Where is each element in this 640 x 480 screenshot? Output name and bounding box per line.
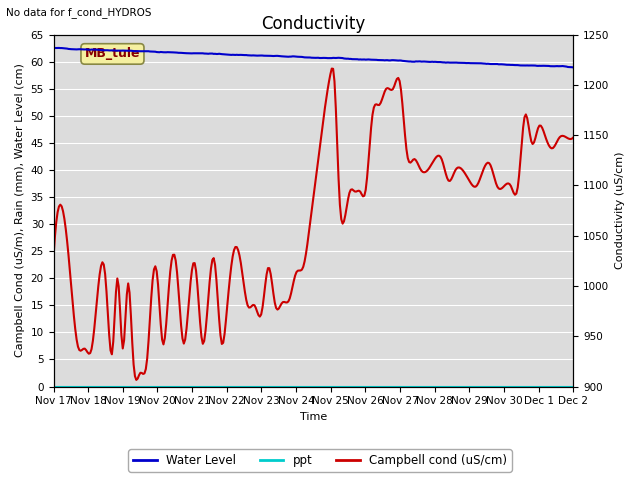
Text: MB_tule: MB_tule xyxy=(84,48,140,60)
Y-axis label: Conductivity (uS/cm): Conductivity (uS/cm) xyxy=(615,152,625,269)
X-axis label: Time: Time xyxy=(300,412,327,422)
Text: No data for f_cond_HYDROS: No data for f_cond_HYDROS xyxy=(6,7,152,18)
Legend: Water Level, ppt, Campbell cond (uS/cm): Water Level, ppt, Campbell cond (uS/cm) xyxy=(128,449,512,472)
Y-axis label: Campbell Cond (uS/m), Rain (mm), Water Level (cm): Campbell Cond (uS/m), Rain (mm), Water L… xyxy=(15,64,25,358)
Title: Conductivity: Conductivity xyxy=(261,15,365,33)
